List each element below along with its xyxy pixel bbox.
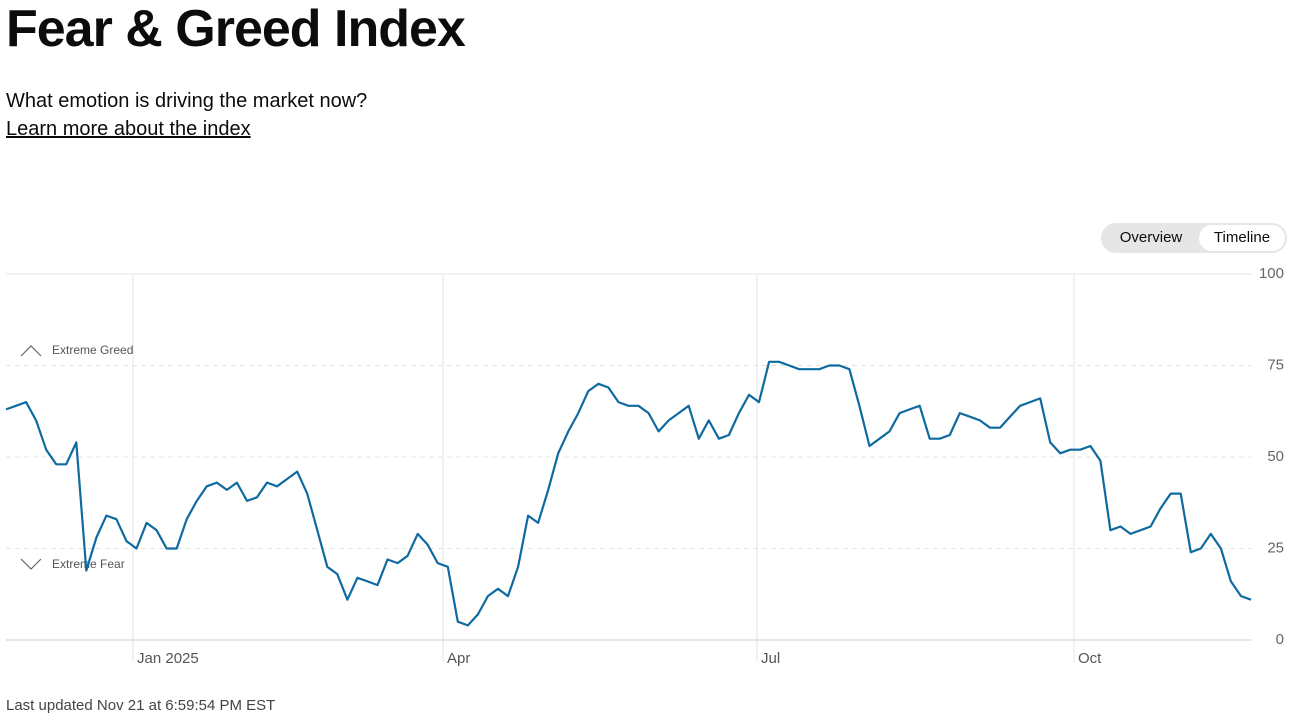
last-updated: Last updated Nov 21 at 6:59:54 PM EST	[6, 697, 276, 714]
view-toggle: Overview Timeline	[1101, 223, 1287, 253]
fear-icon	[20, 558, 42, 570]
y-tick-label: 25	[1267, 539, 1284, 556]
annotation: Extreme Greed	[52, 343, 133, 357]
x-tick-label: Jul	[761, 650, 780, 667]
greed-icon	[20, 345, 42, 357]
x-tick-label: Jan 2025	[137, 650, 199, 667]
y-tick-label: 75	[1267, 356, 1284, 373]
timeline-tab[interactable]: Timeline	[1199, 225, 1285, 251]
x-tick-label: Oct	[1078, 650, 1102, 667]
page-title: Fear & Greed Index	[6, 0, 466, 58]
y-tick-label: 50	[1267, 448, 1284, 465]
y-tick-label: 0	[1276, 631, 1284, 648]
subtitle: What emotion is driving the market now?	[6, 90, 368, 112]
index-line	[5, 360, 1252, 627]
chart: Extreme Greed Extreme Fear 0255075100Jan…	[5, 265, 1284, 667]
learn-more-link[interactable]: Learn more about the index	[6, 118, 251, 140]
x-tick-label: Apr	[447, 650, 470, 667]
overview-tab[interactable]: Overview	[1119, 229, 1183, 246]
y-tick-label: 100	[1259, 265, 1284, 282]
